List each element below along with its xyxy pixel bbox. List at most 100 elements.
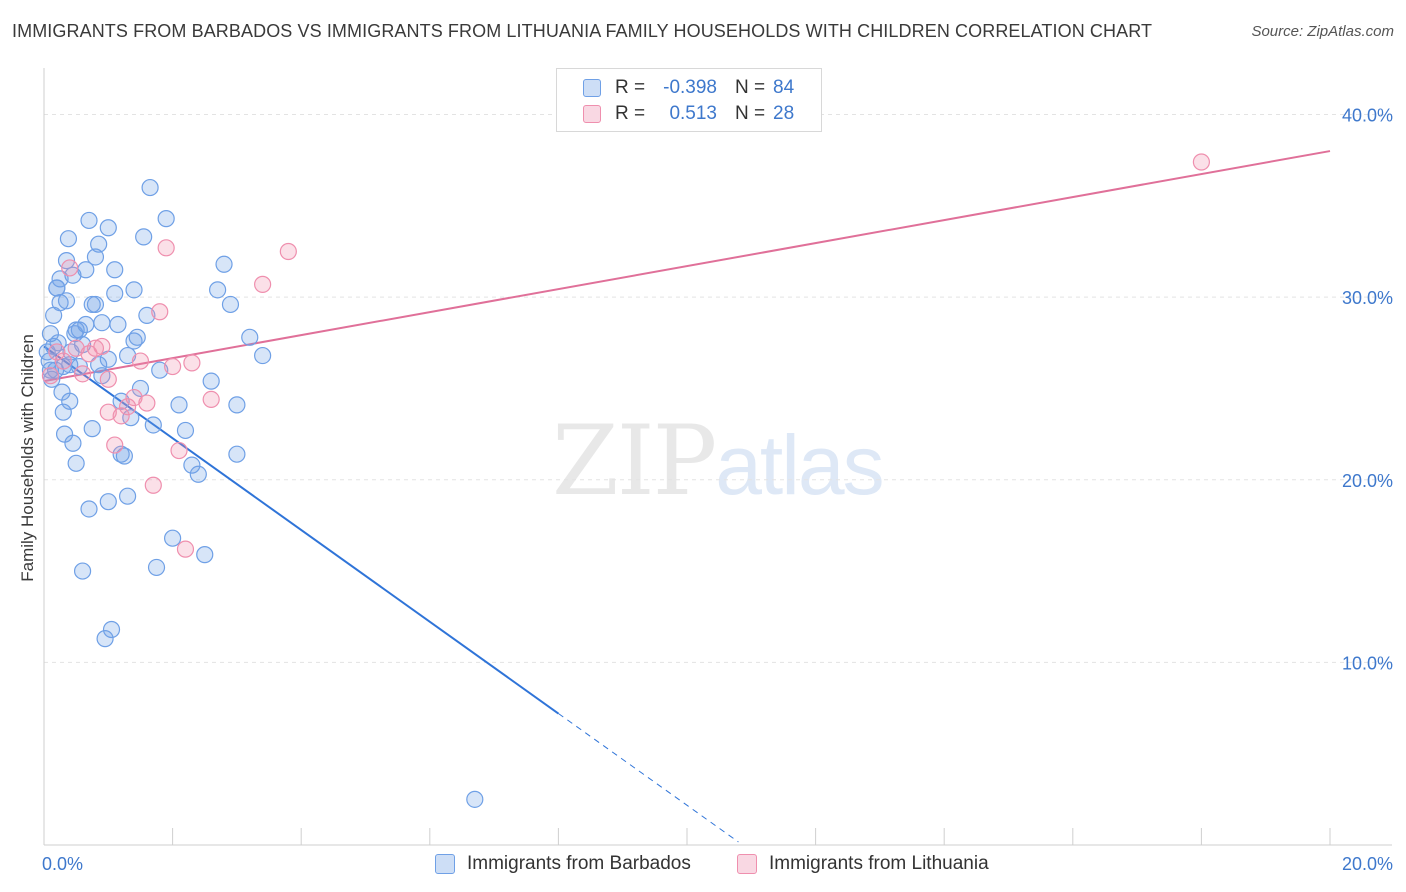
point-lithuania (48, 343, 66, 361)
point-barbados (57, 292, 76, 310)
point-barbados (106, 284, 124, 303)
trend-line-lithuania (43, 150, 1331, 383)
point-barbados (118, 487, 137, 505)
point-lithuania (151, 303, 169, 321)
legend-n-label: N = (735, 103, 766, 124)
series-legend-lithuania: Immigrants from Lithuania (737, 852, 989, 876)
y-tick-label: 40.0% (1342, 106, 1393, 126)
point-barbados (125, 332, 143, 350)
point-barbados (70, 321, 88, 339)
point-lithuania (170, 441, 188, 460)
y-tick-label: 10.0% (1342, 653, 1393, 673)
point-lithuania (138, 394, 156, 412)
point-barbados (90, 235, 108, 253)
point-lithuania (118, 398, 137, 416)
point-lithuania (176, 540, 195, 558)
point-barbados (112, 445, 130, 463)
tick-labels: 10.0% 20.0% 30.0% 40.0% 0.0% 20.0% (42, 106, 1393, 874)
point-barbados (183, 456, 201, 474)
point-lithuania (164, 357, 182, 376)
legend-swatch-barbados (583, 79, 601, 97)
point-barbados (102, 620, 121, 639)
point-lithuania (99, 370, 117, 388)
point-barbados (99, 219, 117, 237)
point-barbados (202, 372, 220, 390)
legend-swatch-lithuania (583, 105, 601, 123)
point-lithuania (125, 388, 143, 407)
gridlines (44, 114, 1392, 663)
zipatlas-watermark: ZIPatlas (552, 405, 885, 517)
legend-r-value-barbados: -0.398 (663, 77, 717, 98)
point-barbados (99, 493, 117, 511)
y-tick-label: 30.0% (1342, 288, 1393, 308)
point-barbados (41, 361, 60, 379)
point-lithuania (99, 403, 117, 421)
watermark-atlas: atlas (715, 418, 884, 512)
point-lithuania (202, 390, 220, 409)
legend-n-value-barbados: 84 (773, 77, 795, 98)
correlation-legend: R = -0.398 N = 84 R = 0.513 N = 28 (556, 68, 822, 132)
point-barbados (176, 421, 195, 440)
point-barbados (96, 630, 114, 648)
axes (43, 68, 1392, 846)
point-barbados (144, 416, 162, 434)
point-barbados (170, 396, 188, 414)
point-barbados (138, 306, 156, 325)
series-swatch-lithuania (737, 854, 757, 874)
point-lithuania (67, 339, 85, 357)
point-barbados (64, 434, 82, 452)
point-lithuania (106, 436, 124, 454)
series-label-barbados: Immigrants from Barbados (467, 853, 691, 874)
x-tick-label-max: 20.0% (1342, 854, 1393, 874)
point-lithuania (93, 337, 111, 356)
point-barbados (90, 356, 108, 374)
legend-n-value-lithuania: 28 (773, 103, 795, 124)
legend-r-label: R = (615, 103, 646, 124)
point-barbados (93, 314, 111, 332)
point-barbados (54, 403, 72, 421)
point-barbados (86, 248, 105, 266)
point-barbados (157, 210, 175, 228)
point-barbados (125, 281, 143, 299)
point-barbados (254, 346, 272, 365)
point-barbados (45, 337, 63, 356)
point-barbados (51, 270, 69, 288)
point-barbados (73, 562, 92, 580)
point-lithuania (183, 354, 201, 372)
point-lithuania (112, 407, 130, 425)
point-barbados (59, 230, 78, 248)
point-barbados (67, 454, 85, 472)
point-barbados (135, 228, 153, 246)
point-barbados (164, 529, 182, 547)
series-legend-barbados: Immigrants from Barbados (435, 852, 691, 876)
point-barbados (221, 295, 240, 314)
point-barbados (131, 379, 150, 398)
point-lithuania (279, 242, 297, 261)
point-barbados (215, 255, 233, 273)
trend-lines (43, 150, 1331, 843)
data-points (38, 153, 1211, 808)
legend-r-label: R = (615, 77, 646, 98)
point-lithuania (61, 259, 79, 277)
point-barbados (228, 396, 246, 414)
point-barbados (241, 328, 259, 346)
chart-title: IMMIGRANTS FROM BARBADOS VS IMMIGRANTS F… (12, 21, 1153, 41)
point-barbados (118, 346, 137, 365)
point-barbados (83, 295, 101, 314)
point-lithuania (73, 365, 92, 383)
point-lithuania (254, 275, 272, 293)
point-lithuania (41, 367, 60, 385)
point-lithuania (1192, 153, 1211, 171)
point-lithuania (131, 352, 150, 370)
point-barbados (48, 279, 66, 297)
point-barbados (61, 392, 79, 410)
point-barbados (106, 261, 124, 279)
point-barbados (151, 361, 169, 379)
point-lithuania (54, 352, 72, 370)
y-tick-label: 20.0% (1342, 471, 1393, 491)
point-barbados (80, 211, 98, 230)
point-barbados (77, 261, 95, 279)
watermark-zip: ZIP (552, 405, 717, 517)
trend-line-barbados (43, 345, 559, 715)
